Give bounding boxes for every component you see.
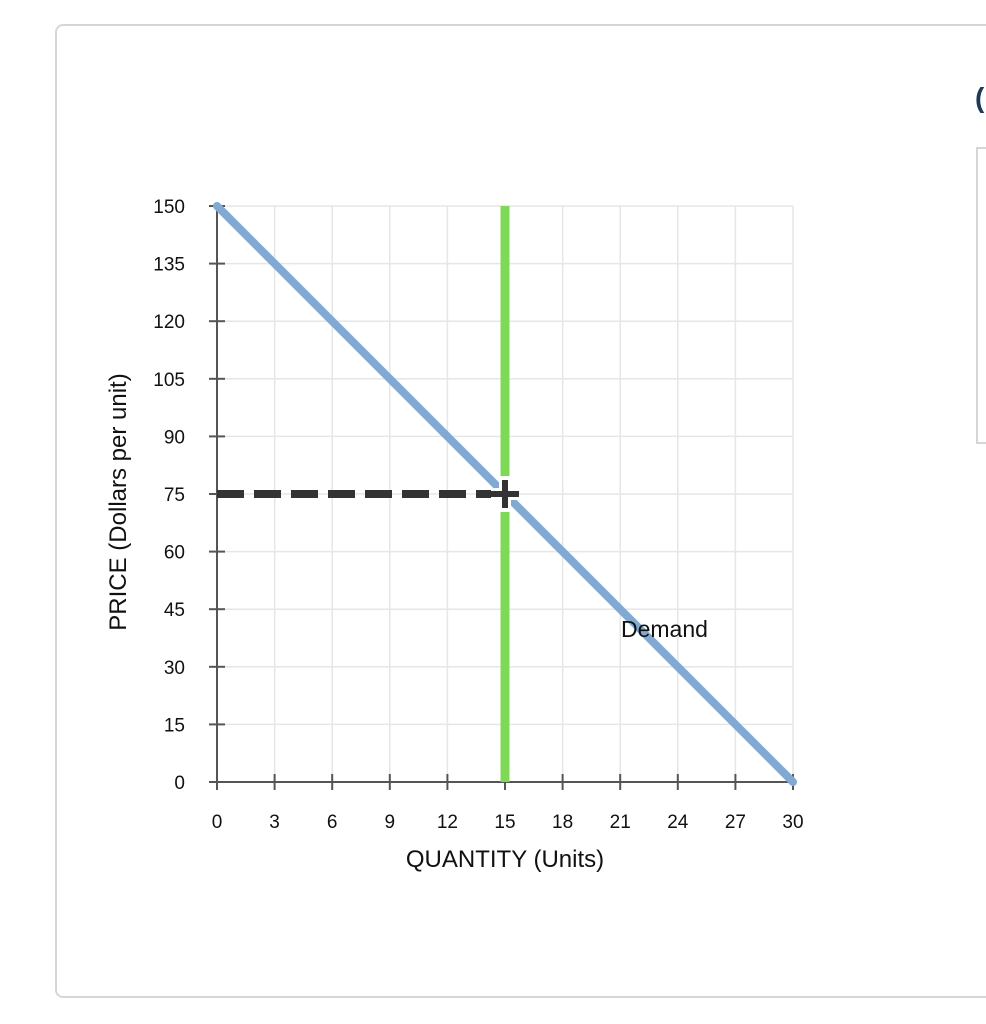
y-tick-label: 75 — [164, 485, 185, 506]
demand-series-label: Demand — [621, 616, 708, 642]
plot-area — [213, 202, 797, 786]
y-tick-label: 60 — [164, 543, 185, 564]
ticks — [209, 205, 794, 790]
y-tick-label: 30 — [164, 658, 185, 679]
y-tick-label: 120 — [153, 312, 185, 333]
x-tick-label: 0 — [212, 812, 223, 833]
x-tick-label: 27 — [725, 812, 746, 833]
side-panel-box — [976, 147, 986, 444]
x-tick-label: 15 — [494, 812, 515, 833]
x-tick-label: 3 — [269, 812, 280, 833]
equilibrium-marker — [491, 476, 519, 512]
y-tick-label: 15 — [164, 715, 185, 736]
x-tick-label: 21 — [610, 812, 631, 833]
y-tick-labels: 0 15 30 45 60 75 90 105 120 135 150 — [153, 197, 185, 794]
y-tick-label: 150 — [153, 197, 185, 218]
side-panel-glyph: ( — [975, 82, 985, 113]
x-tick-label: 30 — [782, 812, 803, 833]
y-tick-label: 135 — [153, 255, 185, 276]
x-tick-label: 12 — [437, 812, 458, 833]
x-tick-labels: 0 3 6 9 12 15 18 21 24 27 30 — [212, 812, 804, 833]
y-tick-label: 105 — [153, 370, 185, 391]
y-tick-label: 90 — [164, 427, 185, 448]
y-tick-label: 0 — [174, 773, 185, 794]
y-tick-label: 45 — [164, 600, 185, 621]
x-tick-label: 24 — [667, 812, 689, 833]
y-axis-title: PRICE (Dollars per unit) — [105, 373, 132, 630]
x-tick-label: 6 — [327, 812, 338, 833]
x-tick-label: 18 — [552, 812, 573, 833]
x-tick-label: 9 — [385, 812, 396, 833]
x-axis-title: QUANTITY (Units) — [406, 846, 604, 873]
